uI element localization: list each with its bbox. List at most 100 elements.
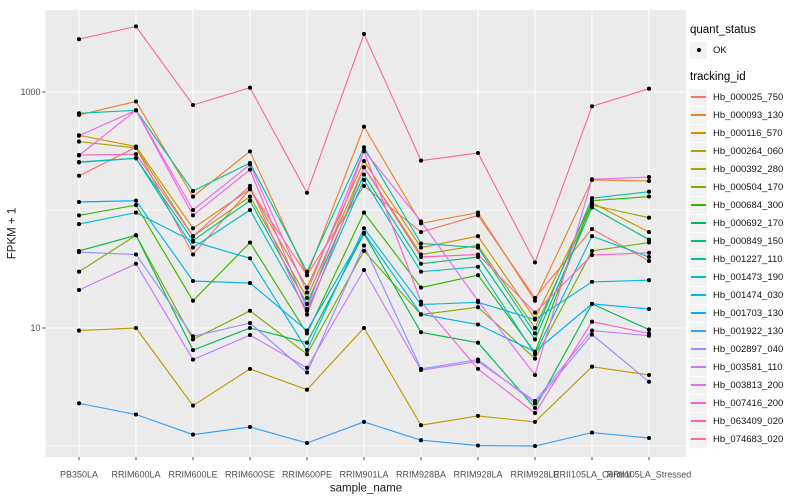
data-point bbox=[247, 240, 253, 245]
line-swatch-icon bbox=[691, 438, 706, 440]
legend-title-quant-status: quant_status bbox=[690, 24, 756, 36]
data-point bbox=[76, 328, 82, 333]
data-point bbox=[247, 167, 253, 172]
legend-key-line-swatch bbox=[690, 250, 707, 268]
legend-item-Hb_000025_750: Hb_000025_750 bbox=[690, 88, 783, 106]
x-tick-label: RRII105LA_Control bbox=[553, 470, 631, 480]
legend-key-point-swatch bbox=[690, 41, 707, 59]
data-point bbox=[532, 331, 538, 336]
data-point bbox=[418, 245, 424, 250]
legend-item-label: Hb_002897_040 bbox=[713, 343, 784, 355]
data-point bbox=[418, 423, 424, 428]
data-point bbox=[304, 301, 310, 306]
data-point bbox=[304, 273, 310, 278]
data-point bbox=[247, 366, 253, 371]
line-swatch-icon bbox=[691, 240, 706, 242]
data-point bbox=[589, 196, 595, 201]
data-point bbox=[361, 177, 367, 182]
legend-key-line-swatch bbox=[690, 214, 707, 232]
data-point bbox=[532, 298, 538, 303]
data-point bbox=[247, 321, 253, 326]
line-swatch-icon bbox=[691, 276, 706, 278]
data-point bbox=[361, 145, 367, 150]
data-point bbox=[646, 278, 652, 283]
data-point bbox=[133, 198, 139, 203]
x-tick-label: RRIM928BA bbox=[396, 470, 446, 480]
x-tick-label: RRIM600LA bbox=[111, 470, 160, 480]
data-point bbox=[589, 248, 595, 253]
data-point bbox=[475, 359, 481, 364]
data-point bbox=[190, 226, 196, 231]
data-point bbox=[190, 334, 196, 339]
data-point bbox=[133, 24, 139, 29]
legend-item-label: Hb_000116_570 bbox=[713, 127, 783, 139]
line-swatch-icon bbox=[691, 420, 706, 422]
data-point bbox=[532, 399, 538, 404]
data-point bbox=[475, 252, 481, 257]
data-point bbox=[646, 175, 652, 180]
legend-item-Hb_000684_300: Hb_000684_300 bbox=[690, 196, 783, 214]
legend-key-line-swatch bbox=[690, 376, 707, 394]
line-swatch-icon bbox=[691, 366, 706, 368]
data-point bbox=[304, 340, 310, 345]
legend-item-label: Hb_000684_300 bbox=[713, 199, 784, 211]
data-point bbox=[361, 243, 367, 248]
data-point bbox=[190, 432, 196, 437]
legend-key-line-swatch bbox=[690, 358, 707, 376]
data-point bbox=[646, 372, 652, 378]
point-icon bbox=[696, 48, 701, 52]
data-point bbox=[532, 295, 538, 300]
data-point bbox=[418, 219, 424, 224]
data-point bbox=[247, 207, 253, 213]
data-point bbox=[589, 279, 595, 284]
legend-item-Hb_000692_170: Hb_000692_170 bbox=[690, 214, 783, 232]
line-swatch-icon bbox=[691, 204, 706, 206]
legend-item-Hb_063409_020: Hb_063409_020 bbox=[690, 412, 783, 430]
legend-item-Hb_074683_020: Hb_074683_020 bbox=[690, 430, 783, 448]
axis-tick-labels: PB350LA RRIM600LA RRIM600LE RRIM600SE RRIM60… bbox=[20, 87, 691, 479]
x-tick-label: RRII105LA_Stressed bbox=[607, 470, 692, 480]
legend-key-line-swatch bbox=[690, 322, 707, 340]
data-point bbox=[190, 252, 196, 257]
legend-item-label: Hb_007416_200 bbox=[713, 397, 784, 409]
data-point bbox=[247, 424, 253, 430]
legend-item-Hb_001922_130: Hb_001922_130 bbox=[690, 322, 783, 340]
data-point bbox=[190, 188, 196, 194]
data-point bbox=[475, 273, 481, 278]
legend-item-label: Hb_000025_750 bbox=[713, 91, 784, 103]
data-point bbox=[247, 281, 253, 286]
y-axis-title: FPKM + 1 bbox=[7, 208, 19, 259]
data-point bbox=[304, 387, 310, 392]
data-point bbox=[646, 215, 652, 220]
data-point bbox=[475, 298, 481, 303]
data-point bbox=[76, 133, 82, 138]
data-point bbox=[76, 250, 82, 255]
legend-key-line-swatch bbox=[690, 286, 707, 304]
data-point bbox=[361, 124, 367, 129]
line-swatch-icon bbox=[691, 186, 706, 188]
data-point bbox=[190, 403, 196, 408]
data-point bbox=[304, 290, 310, 295]
data-point bbox=[190, 213, 196, 218]
line-swatch-icon bbox=[691, 312, 706, 314]
line-swatch-icon bbox=[691, 132, 706, 134]
data-point bbox=[76, 287, 82, 293]
data-point bbox=[247, 256, 253, 261]
legend-item-label: OK bbox=[713, 44, 727, 56]
x-tick-label: RRIM600SE bbox=[225, 470, 275, 480]
legend-item-label: Hb_000392_280 bbox=[713, 163, 784, 175]
legend-item-Hb_001474_030: Hb_001474_030 bbox=[690, 286, 783, 304]
legend-item-label: Hb_063409_020 bbox=[713, 415, 784, 427]
data-point bbox=[589, 226, 595, 232]
data-point bbox=[589, 328, 595, 333]
legend-item-label: Hb_000504_170 bbox=[713, 181, 784, 193]
data-point bbox=[361, 210, 367, 215]
data-point bbox=[646, 250, 652, 255]
legend-key-line-swatch bbox=[690, 304, 707, 322]
data-point bbox=[304, 370, 310, 375]
line-swatch-icon bbox=[691, 258, 706, 260]
data-point bbox=[589, 332, 595, 337]
data-point bbox=[418, 261, 424, 266]
data-point bbox=[646, 178, 652, 184]
data-point bbox=[475, 210, 481, 215]
